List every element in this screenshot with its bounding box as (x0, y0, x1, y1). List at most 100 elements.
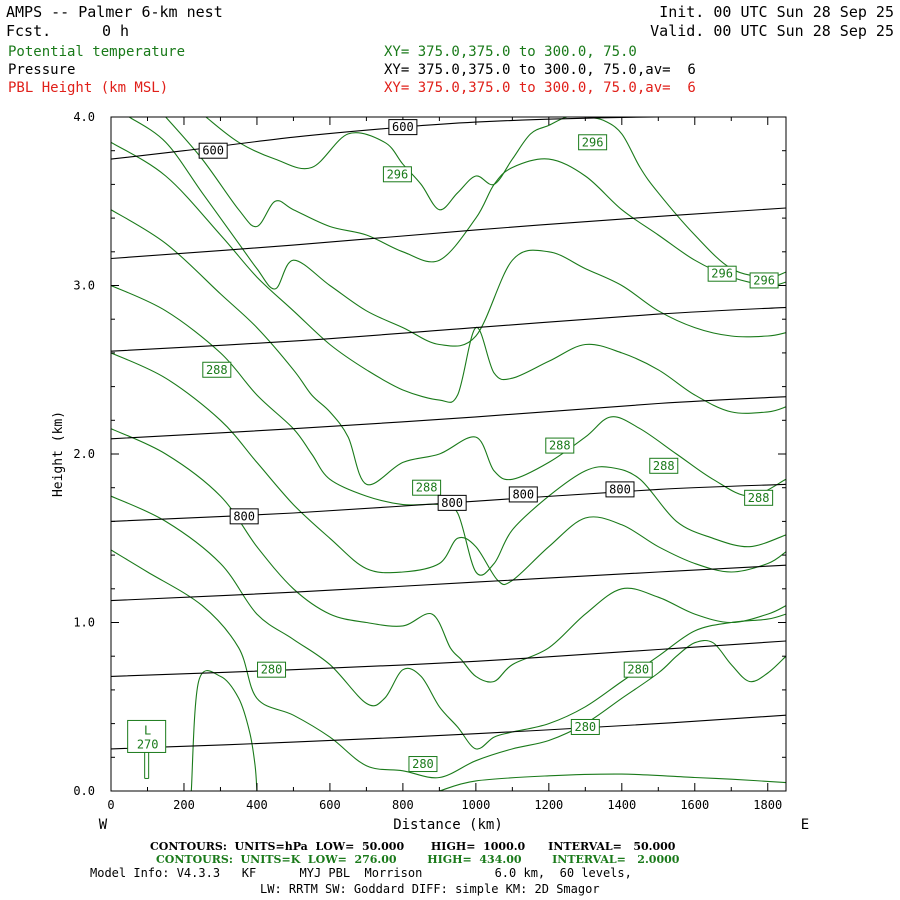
theta-label-280: 280 (412, 757, 434, 771)
theta-contour-286 (111, 285, 786, 576)
theta-contour-292 (128, 117, 786, 347)
pressure-label-800: 800 (233, 509, 255, 523)
theta-label-288-box (545, 437, 575, 454)
x-tick-label: 600 (319, 798, 341, 812)
pressure-contour-800 (111, 483, 786, 522)
pressure-label-800-box (605, 481, 635, 498)
theta-label-280: 280 (574, 720, 596, 734)
x-tick-label: 200 (173, 798, 195, 812)
theta-label-288-box (649, 457, 679, 474)
field-xy-pbl: XY= 375.0,375.0 to 300.0, 75.0,av= 6 (384, 80, 696, 96)
field-name-pbl: PBL Height (km MSL) (8, 80, 169, 96)
pressure-label-600: 600 (202, 144, 224, 158)
x-tick-label: 1600 (680, 798, 709, 812)
theta-label-296: 296 (387, 167, 409, 181)
theta-label-280-box (257, 661, 287, 678)
theta-label-296: 296 (711, 267, 733, 281)
theta-contour-282 (111, 428, 786, 683)
pressure-label-600-box (388, 119, 418, 136)
pressure-contour-900 (111, 640, 786, 677)
axes: 0 200 400 600 800 1000 1200 1400 1600 1800 0.0 1.0 2… (73, 110, 786, 812)
theta-label-288: 288 (653, 459, 675, 473)
valid-time: Valid. 00 UTC Sun 28 Sep 25 (650, 22, 894, 40)
low-marker-value: 270 (137, 737, 159, 751)
x-tick-label: 1200 (534, 798, 563, 812)
pressure-contour-950 (111, 714, 786, 750)
theta-contour-284 (111, 352, 786, 586)
theta-label-296-box (578, 134, 608, 151)
theta-label-288: 288 (549, 439, 571, 453)
footer-pressure-info: CONTOURS: UNITS=hPa LOW= 50.000 HIGH= 10… (150, 840, 676, 853)
y-tick-label: 3.0 (73, 279, 95, 293)
pressure-label-800: 800 (441, 496, 463, 510)
forecast-hour: 0 h (102, 22, 130, 40)
footer-physics-info: LW: RRTM SW: Goddard DIFF: simple KM: 2D… (260, 882, 600, 896)
theta-label-296-box (382, 166, 412, 183)
theta-contour-294 (165, 117, 786, 287)
theta-label-296-box (707, 265, 737, 282)
theta-label-296: 296 (753, 273, 775, 287)
y-tick-label: 0.0 (73, 784, 95, 798)
theta-label-288: 288 (206, 363, 228, 377)
theta-label-288: 288 (748, 491, 770, 505)
chart-title: AMPS -- Palmer 6-km nest (6, 3, 223, 21)
theta-label-296-box (749, 272, 779, 289)
pressure-contour-750 (111, 396, 786, 440)
pressure-label-600-box (198, 142, 228, 159)
y-axis-label: Height (km) (51, 411, 66, 497)
pressure-contours (111, 117, 786, 750)
theta-contours (111, 117, 786, 791)
x-tick-label: 400 (246, 798, 268, 812)
low-marker-symbol: L (144, 723, 151, 737)
theta-contour-290 (111, 141, 786, 414)
forecast-label: Fcst. (6, 22, 52, 40)
field-name-theta: Potential temperature (8, 44, 186, 60)
field-name-pressure: Pressure (8, 62, 76, 78)
theta-label-288-box (744, 489, 774, 506)
theta-contour-296 (205, 117, 786, 278)
pressure-label-800-box (508, 486, 538, 503)
x-tick-label: 0 (107, 798, 114, 812)
pressure-contour-850 (111, 564, 786, 602)
y-tick-label: 4.0 (73, 110, 95, 124)
theta-label-280-box (570, 718, 600, 735)
low-marker-box (127, 719, 167, 753)
east-label: E (801, 817, 809, 833)
pressure-label-800-box (437, 494, 467, 511)
plot-frame (110, 116, 787, 792)
pressure-label-600: 600 (392, 120, 414, 134)
field-xy-theta: XY= 375.0,375.0 to 300.0, 75.0 (384, 44, 637, 60)
x-tick-label: 800 (392, 798, 414, 812)
theta-contour-278 (111, 549, 786, 779)
x-axis-label: Distance (km) (393, 817, 503, 833)
theta-contour-270 (190, 670, 258, 791)
y-tick-label: 1.0 (73, 616, 95, 630)
init-time: Init. 00 UTC Sun 28 Sep 25 (659, 3, 894, 21)
pressure-label-800: 800 (512, 487, 534, 501)
theta-label-280: 280 (261, 663, 283, 677)
footer-theta-info: CONTOURS: UNITS=K LOW= 276.00 HIGH= 434.… (156, 853, 680, 866)
x-tick-label: 1000 (461, 798, 490, 812)
theta-label-280: 280 (627, 663, 649, 677)
west-label: W (99, 817, 108, 833)
pressure-contour-650 (111, 207, 786, 260)
pressure-contour-700 (111, 306, 786, 352)
theta-contour-288 (111, 209, 786, 497)
pressure-label-800-box (229, 508, 259, 525)
theta-label-280-box (623, 661, 653, 678)
theta-label-288: 288 (416, 481, 438, 495)
y-tick-label: 2.0 (73, 447, 95, 461)
theta-label-280-box (408, 756, 438, 773)
theta-contour-280 (111, 495, 786, 750)
theta-label-296: 296 (582, 135, 604, 149)
x-tick-label: 1400 (607, 798, 636, 812)
footer-model-info: Model Info: V4.3.3 KF MYJ PBL Morrison 6… (90, 866, 632, 880)
theta-label-288-box (412, 479, 442, 496)
theta-label-288-box (202, 361, 232, 378)
theta-contour-276 (439, 773, 786, 791)
contour-labels: 296 296 296 296 288 288 288 288 288 280 280 280 280 6… (127, 119, 779, 779)
x-tick-label: 1800 (753, 798, 782, 812)
field-xy-pressure: XY= 375.0,375.0 to 300.0, 75.0,av= 6 (384, 62, 696, 78)
pressure-label-800: 800 (609, 482, 631, 496)
